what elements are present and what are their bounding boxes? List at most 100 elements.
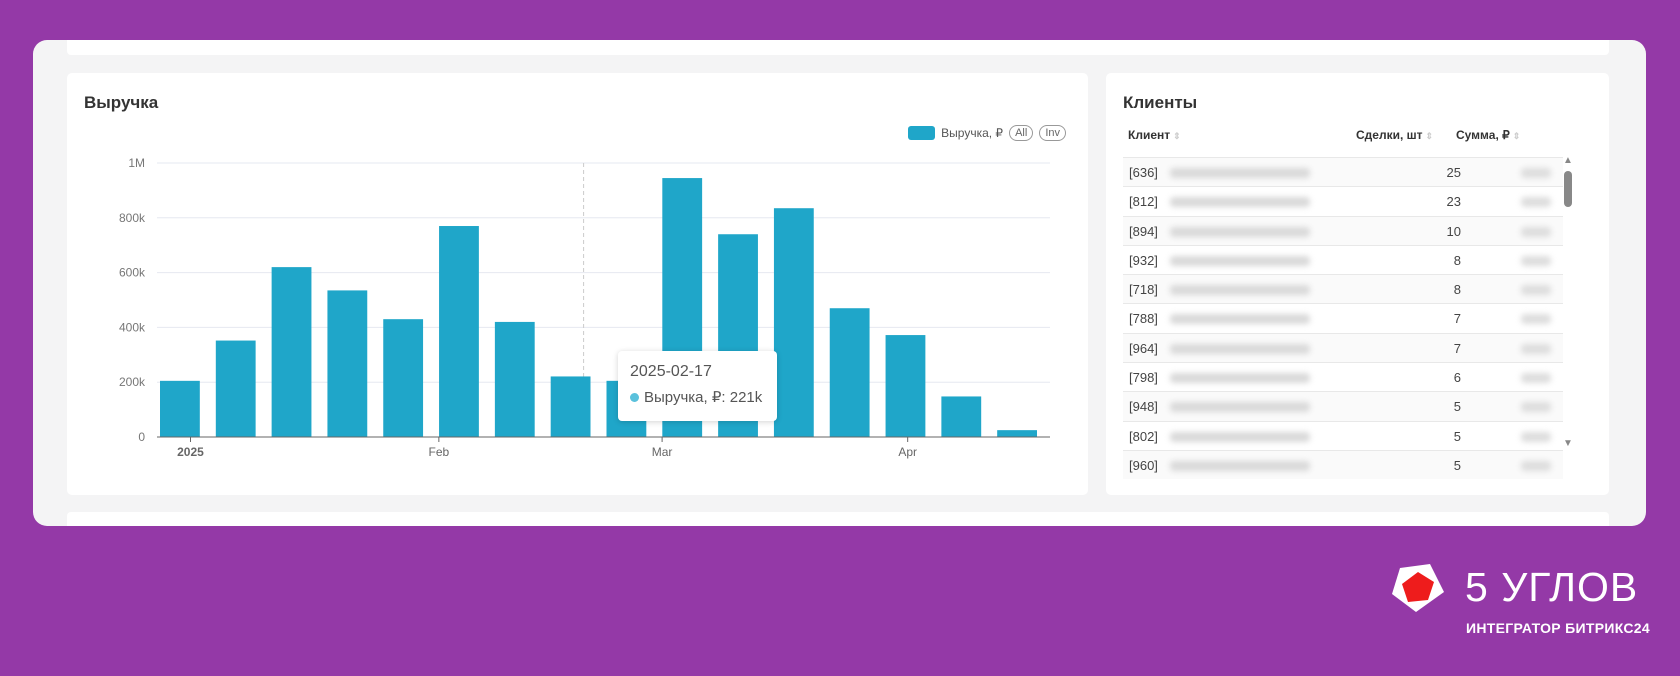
- brand-name: 5 УГЛОВ: [1465, 564, 1639, 610]
- bar[interactable]: [327, 290, 368, 437]
- x-tick-label: Feb: [429, 445, 450, 459]
- client-id: [964]: [1129, 340, 1158, 356]
- legend-label[interactable]: Выручка, ₽: [941, 126, 1004, 140]
- sum-blurred: [1521, 343, 1551, 354]
- deals-count: 5: [1453, 457, 1461, 473]
- y-tick-label: 600k: [119, 266, 146, 280]
- sort-icon[interactable]: ⇕: [1173, 131, 1181, 141]
- col-client-label: Клиент: [1128, 128, 1171, 142]
- bar[interactable]: [494, 321, 535, 437]
- deals-count: 25: [1446, 165, 1461, 180]
- table-scrollbar[interactable]: ▲ ▼: [1562, 155, 1574, 449]
- chart-legend: Выручка, ₽ All Inv: [908, 125, 1066, 141]
- client-id: [948]: [1129, 399, 1158, 415]
- bar[interactable]: [160, 380, 200, 437]
- sum-blurred: [1521, 285, 1551, 296]
- sum-blurred: [1521, 226, 1551, 237]
- deals-count: 8: [1453, 252, 1461, 268]
- bar[interactable]: [271, 267, 312, 437]
- client-name-blurred: [1170, 255, 1310, 266]
- bar[interactable]: [215, 340, 256, 437]
- bar[interactable]: [941, 396, 982, 437]
- brand-tagline: ИНТЕГРАТОР БИТРИКС24: [1466, 620, 1650, 636]
- client-id: [894]: [1129, 223, 1158, 239]
- tooltip-value: Выручка, ₽: 221k: [644, 389, 763, 406]
- table-row[interactable]: [948] 5: [1123, 391, 1563, 421]
- y-tick-label: 400k: [119, 320, 146, 334]
- revenue-card: Выручка Выручка, ₽ All Inv 0 200k 400k 600k…: [67, 73, 1088, 495]
- scroll-up-icon[interactable]: ▲: [1563, 155, 1573, 166]
- bar[interactable]: [439, 226, 479, 437]
- table-row[interactable]: [798] 6: [1123, 362, 1563, 391]
- table-row[interactable]: [894] 10: [1123, 215, 1563, 245]
- col-client[interactable]: Клиент ⇕: [1128, 128, 1181, 142]
- top-card: [67, 40, 1609, 55]
- legend-all-button[interactable]: All: [1009, 125, 1034, 141]
- bar[interactable]: [383, 319, 424, 437]
- client-id: [802]: [1129, 428, 1158, 444]
- brand-logo-icon: [1392, 564, 1444, 612]
- table-row[interactable]: [932] 8: [1123, 244, 1563, 274]
- table-row[interactable]: [636] 25: [1123, 157, 1563, 187]
- client-id: [960]: [1129, 457, 1158, 473]
- deals-count: 7: [1453, 311, 1461, 327]
- bottom-card: [67, 512, 1609, 526]
- table-row[interactable]: [718] 8: [1123, 274, 1563, 304]
- client-id: [788]: [1129, 311, 1158, 327]
- chart-tooltip: 2025-02-17 Выручка, ₽: 221k: [618, 351, 777, 421]
- client-name-blurred: [1170, 168, 1310, 178]
- sum-blurred: [1521, 460, 1551, 471]
- revenue-title: Выручка: [84, 93, 159, 112]
- deals-count: 6: [1453, 370, 1461, 386]
- client-id: [798]: [1129, 370, 1158, 386]
- client-name-blurred: [1170, 285, 1310, 296]
- x-tick-label: 2025: [177, 445, 204, 459]
- sum-blurred: [1521, 402, 1551, 413]
- client-name-blurred: [1170, 402, 1310, 413]
- sort-icon[interactable]: ⇕: [1512, 131, 1521, 141]
- y-tick-label: 1M: [128, 156, 145, 170]
- col-deals-label: Сделки, шт: [1356, 128, 1423, 142]
- tooltip-date: 2025-02-17: [630, 363, 712, 380]
- client-id: [812]: [1129, 194, 1158, 210]
- revenue-chart[interactable]: 0 200k 400k 600k 800k 1M 2025 Feb Mar Apr: [67, 73, 1088, 495]
- col-sum-label: Сумма, ₽: [1456, 128, 1510, 142]
- bar[interactable]: [829, 308, 870, 437]
- deals-count: 23: [1446, 194, 1461, 210]
- legend-swatch[interactable]: [908, 126, 936, 140]
- deals-count: 10: [1446, 223, 1461, 239]
- sum-blurred: [1521, 314, 1551, 325]
- legend-invert-button[interactable]: Inv: [1039, 125, 1066, 141]
- client-id: [636]: [1129, 165, 1158, 180]
- sum-blurred: [1521, 373, 1551, 384]
- client-name-blurred: [1170, 373, 1310, 384]
- deals-count: 5: [1453, 399, 1461, 415]
- deals-count: 8: [1453, 282, 1461, 298]
- table-row[interactable]: [812] 23: [1123, 186, 1563, 215]
- bar[interactable]: [550, 376, 591, 437]
- client-name-blurred: [1170, 343, 1310, 354]
- table-row[interactable]: [960] 5: [1123, 449, 1563, 480]
- table-row[interactable]: [802] 5: [1123, 420, 1563, 450]
- client-name-blurred: [1170, 226, 1310, 237]
- y-tick-label: 0: [138, 430, 145, 444]
- client-name-blurred: [1170, 314, 1310, 325]
- bar[interactable]: [773, 208, 814, 437]
- table-row[interactable]: [964] 7: [1123, 332, 1563, 363]
- clients-title: Клиенты: [1123, 93, 1198, 112]
- tooltip-series-dot: [630, 392, 639, 402]
- col-sum[interactable]: Сумма, ₽ ⇕: [1456, 128, 1520, 142]
- client-name-blurred: [1170, 197, 1310, 208]
- scroll-down-icon[interactable]: ▼: [1563, 438, 1573, 449]
- table-row[interactable]: [788] 7: [1123, 303, 1563, 332]
- sort-icon[interactable]: ⇕: [1425, 131, 1434, 141]
- col-deals[interactable]: Сделки, шт ⇕: [1356, 128, 1433, 142]
- sum-blurred: [1521, 431, 1551, 442]
- sum-blurred: [1521, 197, 1551, 208]
- bar[interactable]: [885, 335, 926, 437]
- scrollbar-thumb[interactable]: [1564, 171, 1572, 207]
- sum-blurred: [1521, 168, 1551, 178]
- client-id: [718]: [1129, 282, 1158, 298]
- bar[interactable]: [997, 430, 1037, 437]
- sum-blurred: [1521, 255, 1551, 266]
